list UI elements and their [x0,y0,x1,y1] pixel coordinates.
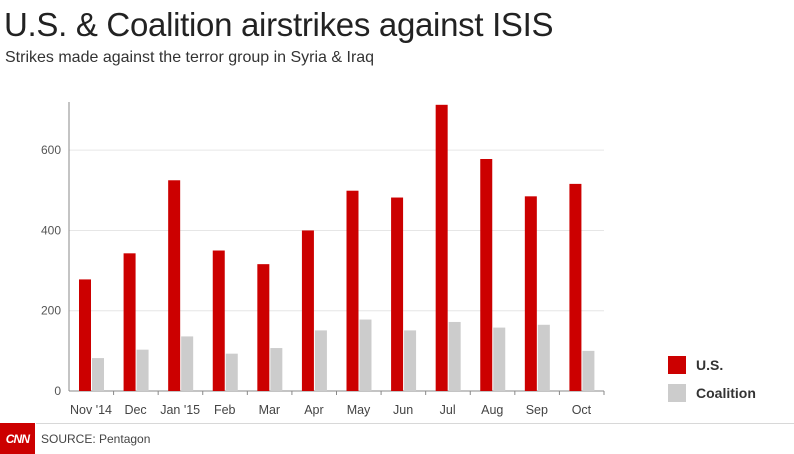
bar-us [257,264,269,391]
bar-us [569,184,581,391]
chart-page: U.S. & Coalition airstrikes against ISIS… [0,0,794,454]
legend: U.S. Coalition [668,354,756,410]
bar-coalition [315,330,327,391]
bar-us [391,198,403,391]
bar-us [525,196,537,391]
x-tick-label: Sep [526,403,548,417]
legend-item-coalition: Coalition [668,382,756,404]
bar-us [213,251,225,391]
footer-divider [36,423,794,424]
y-tick-label: 400 [41,223,61,237]
bar-us [302,230,314,391]
bar-coalition [92,358,104,391]
legend-label-coalition: Coalition [696,385,756,401]
legend-item-us: U.S. [668,354,756,376]
footer: CNN SOURCE: Pentagon [0,423,794,454]
legend-swatch-coalition [668,384,686,402]
bar-coalition [493,328,505,391]
x-tick-label: Jul [440,403,456,417]
x-tick-label: Apr [304,403,323,417]
bar-coalition [538,325,550,391]
bar-us [347,191,359,391]
bar-coalition [226,354,238,391]
bar-us [436,105,448,391]
x-tick-label: Jan '15 [160,403,200,417]
bar-coalition [270,348,282,391]
x-tick-label: Dec [124,403,146,417]
x-tick-label: Mar [259,403,281,417]
bar-us [79,279,91,391]
bar-us [480,159,492,391]
bar-coalition [360,320,372,391]
source-note: SOURCE: Pentagon [41,432,150,446]
bar-coalition [137,350,149,391]
x-tick-label: May [347,403,371,417]
cnn-logo: CNN [0,423,35,454]
legend-label-us: U.S. [696,357,723,373]
x-tick-label: Aug [481,403,503,417]
legend-swatch-us [668,356,686,374]
y-tick-label: 0 [54,384,61,398]
x-tick-label: Oct [572,403,592,417]
x-tick-label: Nov '14 [70,403,112,417]
bar-us [168,180,180,391]
bar-coalition [449,322,461,391]
bar-us [124,253,136,391]
y-tick-label: 600 [41,143,61,157]
bar-coalition [404,330,416,391]
x-tick-label: Jun [393,403,413,417]
x-tick-label: Feb [214,403,236,417]
y-tick-label: 200 [41,304,61,318]
bar-coalition [181,336,193,391]
bar-coalition [582,351,594,391]
